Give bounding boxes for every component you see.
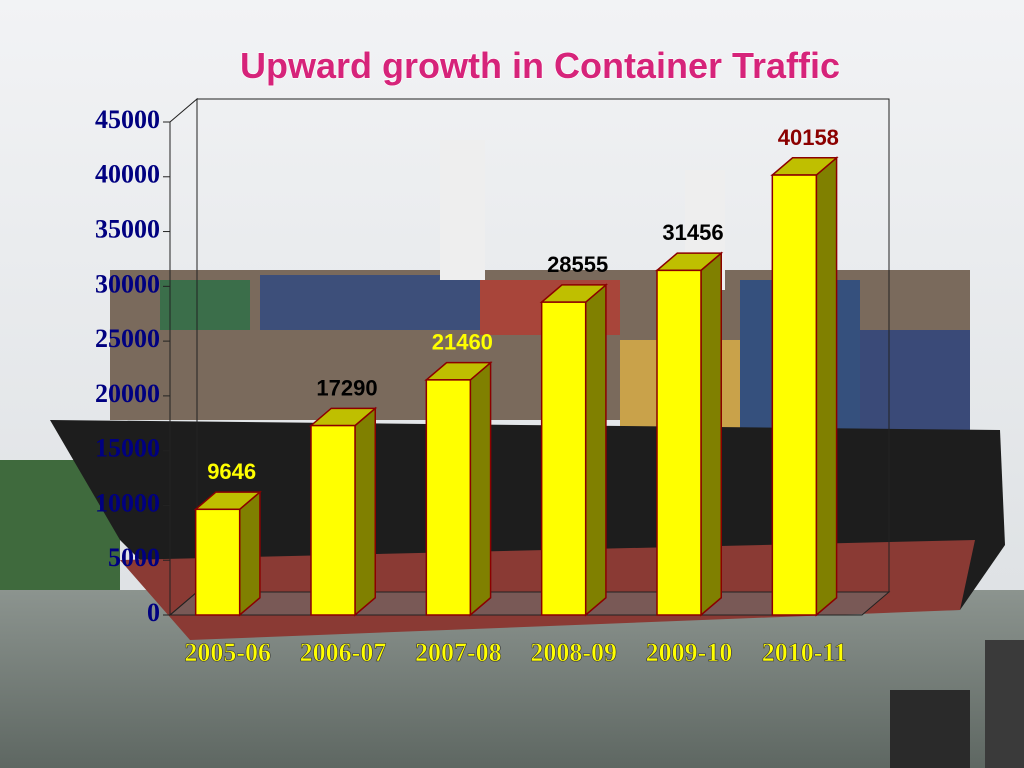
- x-tick-label: 2008-09: [530, 638, 617, 667]
- bar-side: [815, 156, 838, 617]
- value-label: 17290: [316, 375, 377, 400]
- y-tick-label: 30000: [95, 269, 160, 298]
- y-tick-label: 20000: [95, 379, 160, 408]
- value-label: 28555: [547, 252, 608, 277]
- bar-side: [469, 361, 492, 617]
- value-label: 31456: [662, 220, 723, 245]
- x-tick-label: 2010-11: [762, 638, 847, 667]
- value-label: 21460: [432, 330, 493, 355]
- y-tick-label: 35000: [95, 215, 160, 244]
- bar: [310, 424, 356, 616]
- y-tick-label: 25000: [95, 324, 160, 353]
- bar: [656, 269, 702, 616]
- x-tick-label: 2007-08: [415, 638, 502, 667]
- bar-side: [238, 490, 261, 617]
- y-tick-label: 15000: [95, 434, 160, 463]
- y-tick-label: 40000: [95, 160, 160, 189]
- chart-title: Upward growth in Container Traffic: [240, 45, 840, 86]
- y-tick-label: 5000: [108, 543, 160, 572]
- y-tick-label: 45000: [95, 105, 160, 134]
- bar-side: [700, 251, 722, 617]
- value-label: 9646: [207, 459, 256, 484]
- bar-side: [354, 406, 376, 617]
- value-label: 40158: [778, 125, 839, 150]
- bar: [194, 508, 241, 616]
- bar: [540, 301, 587, 616]
- x-tick-label: 2006-07: [300, 638, 387, 667]
- y-tick-label: 0: [147, 598, 160, 627]
- bar: [771, 174, 818, 616]
- bar: [425, 379, 472, 616]
- y-tick-label: 10000: [95, 488, 160, 517]
- bar-side: [584, 283, 607, 617]
- x-tick-label: 2009-10: [646, 638, 733, 667]
- x-tick-label: 2005-06: [184, 638, 271, 667]
